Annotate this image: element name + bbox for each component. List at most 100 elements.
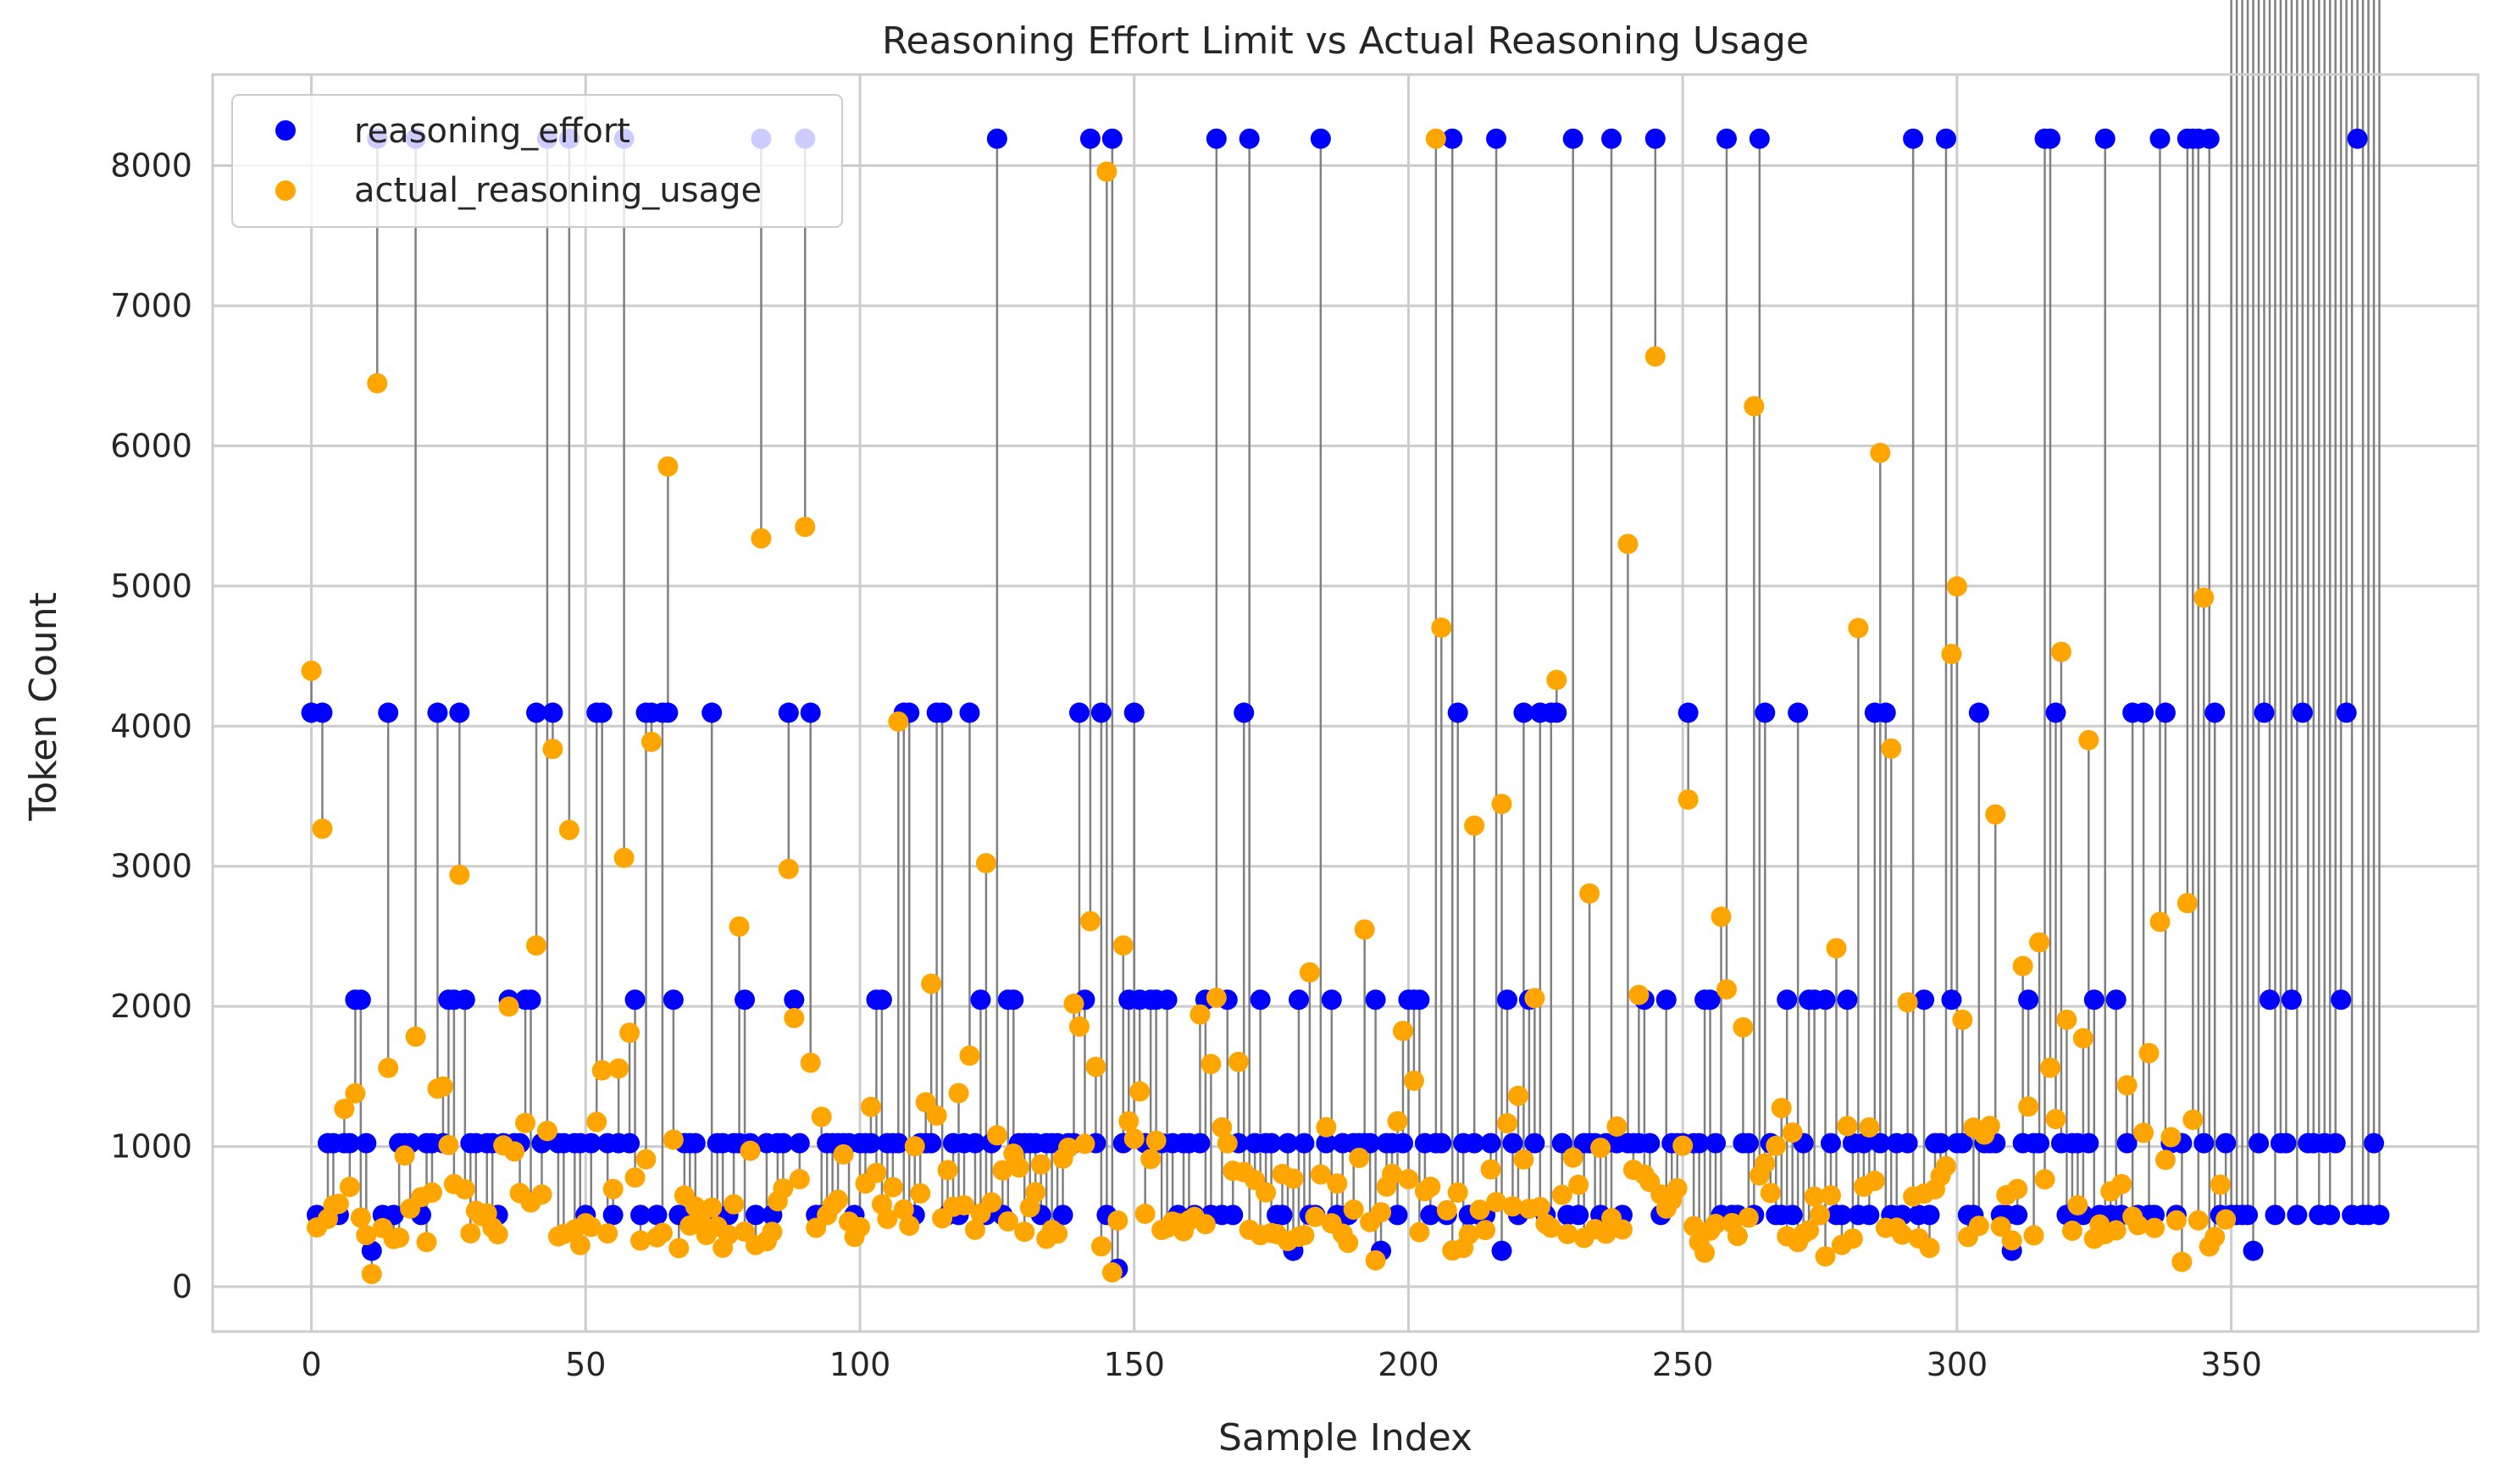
actual-reasoning-usage-point [2034,1169,2055,1190]
actual-reasoning-usage-point [910,1182,931,1204]
reasoning-effort-point [2254,702,2275,723]
reasoning-effort-point [1568,1204,1589,1226]
y-tick-label: 6000 [110,427,192,464]
actual-reasoning-usage-point [1694,1242,1716,1263]
reasoning-effort-point [1749,128,1770,149]
reasoning-effort-point [1409,989,1430,1011]
actual-reasoning-usage-point [350,1207,371,1228]
reasoning-effort-point [1562,128,1583,149]
actual-reasoning-usage-point [937,1160,958,1181]
actual-reasoning-usage-point [992,1160,1013,1181]
actual-reasoning-usage-point [1897,992,1918,1013]
reasoning-effort-point [1870,1132,1891,1154]
reasoning-effort-point [2199,128,2220,149]
actual-reasoning-usage-point [1744,396,1765,417]
reasoning-effort-point [1897,1132,1918,1154]
actual-reasoning-usage-point [2166,1210,2187,1231]
actual-reasoning-usage-point [718,1224,739,1245]
reasoning-effort-point [657,702,679,723]
actual-reasoning-usage-point [1606,1116,1628,1137]
reasoning-effort-point [2287,1204,2308,1226]
legend-label-actual-reasoning-usage: actual_reasoning_usage [354,171,762,210]
reasoning-effort-point [339,1132,360,1154]
y-tick-label: 7000 [110,287,192,324]
reasoning-effort-point [2331,989,2352,1011]
actual-reasoning-usage-point [1085,1056,1106,1077]
actual-reasoning-usage-point [1557,1223,1578,1244]
reasoning-effort-point [1486,128,1507,149]
actual-reasoning-usage-point [1123,1128,1145,1149]
actual-reasoning-usage-point [1810,1204,1831,1226]
actual-reasoning-usage-point [663,1129,684,1150]
actual-reasoning-usage-point [1892,1224,1913,1245]
actual-reasoning-usage-point [1859,1116,1880,1138]
actual-reasoning-usage-point [2182,1110,2204,1131]
reasoning-effort-point [1156,989,1178,1011]
actual-reasoning-usage-point [1079,911,1101,932]
actual-reasoning-usage-point [789,1169,810,1190]
actual-reasoning-usage-point [1486,1192,1507,1213]
actual-reasoning-usage-point [602,1178,624,1199]
actual-reasoning-usage-point [921,973,942,994]
actual-reasoning-usage-point [904,1136,925,1157]
reasoning-effort-point [624,989,646,1011]
actual-reasoning-usage-point [1611,1219,1633,1240]
actual-reasoning-usage-point [1666,1177,1688,1199]
reasoning-effort-point [2007,1204,2028,1226]
actual-reasoning-usage-point [1134,1204,1156,1225]
actual-reasoning-usage-point [1014,1221,1035,1243]
actual-reasoning-usage-point [866,1162,887,1183]
reasoning-effort-point [959,702,980,723]
actual-reasoning-usage-point [1755,1153,1776,1174]
reasoning-effort-point [1837,989,1858,1011]
actual-reasoning-usage-point [2001,1230,2022,1251]
actual-reasoning-usage-point [1628,984,1650,1005]
actual-reasoning-usage-point [1063,994,1084,1015]
actual-reasoning-usage-point [1848,617,1869,639]
actual-reasoning-usage-point [685,1196,706,1217]
reasoning-effort-point [580,1132,602,1154]
actual-reasoning-usage-point [531,1184,552,1205]
x-tick-label: 200 [1378,1346,1439,1383]
actual-reasoning-usage-point [1968,1215,1989,1237]
actual-reasoning-usage-point [784,1007,805,1028]
actual-reasoning-usage-point [986,1125,1007,1146]
y-tick-label: 1000 [110,1128,192,1166]
reasoning-effort-point [860,1132,881,1154]
actual-reasoning-usage-point [1327,1173,1348,1194]
y-tick-label: 2000 [110,988,192,1025]
actual-reasoning-usage-point [888,711,909,732]
x-tick-label: 250 [1652,1346,1714,1383]
reasoning-effort-point [1689,1132,1710,1154]
actual-reasoning-usage-point [1145,1130,1167,1151]
reasoning-effort-point [789,1132,810,1154]
actual-reasoning-usage-point [1617,534,1639,555]
actual-reasoning-usage-point [1524,988,1545,1009]
actual-reasoning-usage-point [2188,1210,2209,1231]
actual-reasoning-usage-point [657,456,679,477]
actual-reasoning-usage-point [1409,1221,1430,1243]
actual-reasoning-usage-point [1217,1132,1238,1154]
actual-reasoning-usage-point [2045,1109,2066,1130]
actual-reasoning-usage-point [740,1140,761,1161]
actual-reasoning-usage-point [2105,1220,2127,1241]
reasoning-effort-point [1782,1204,1803,1226]
actual-reasoning-usage-point [828,1189,849,1210]
reasoning-effort-point [1821,1132,1841,1154]
actual-reasoning-usage-point [1008,1157,1029,1178]
actual-reasoning-usage-point [1403,1070,1424,1091]
reasoning-effort-point [1777,989,1798,1011]
reasoning-effort-point [1853,1132,1874,1154]
actual-reasoning-usage-point [1919,1238,1940,1259]
actual-reasoning-usage-point [345,1083,366,1104]
actual-reasoning-usage-point [389,1227,410,1249]
actual-reasoning-usage-point [2061,1221,2082,1242]
actual-reasoning-usage-point [2133,1122,2154,1143]
actual-reasoning-usage-point [1771,1098,1792,1119]
y-tick-label: 4000 [110,707,192,745]
actual-reasoning-usage-point [877,1208,898,1229]
reasoning-effort-point [1447,702,1468,723]
actual-reasoning-usage-point [2018,1096,2039,1117]
x-tick-label: 300 [1927,1346,1988,1383]
reasoning-effort-point [745,1204,766,1226]
